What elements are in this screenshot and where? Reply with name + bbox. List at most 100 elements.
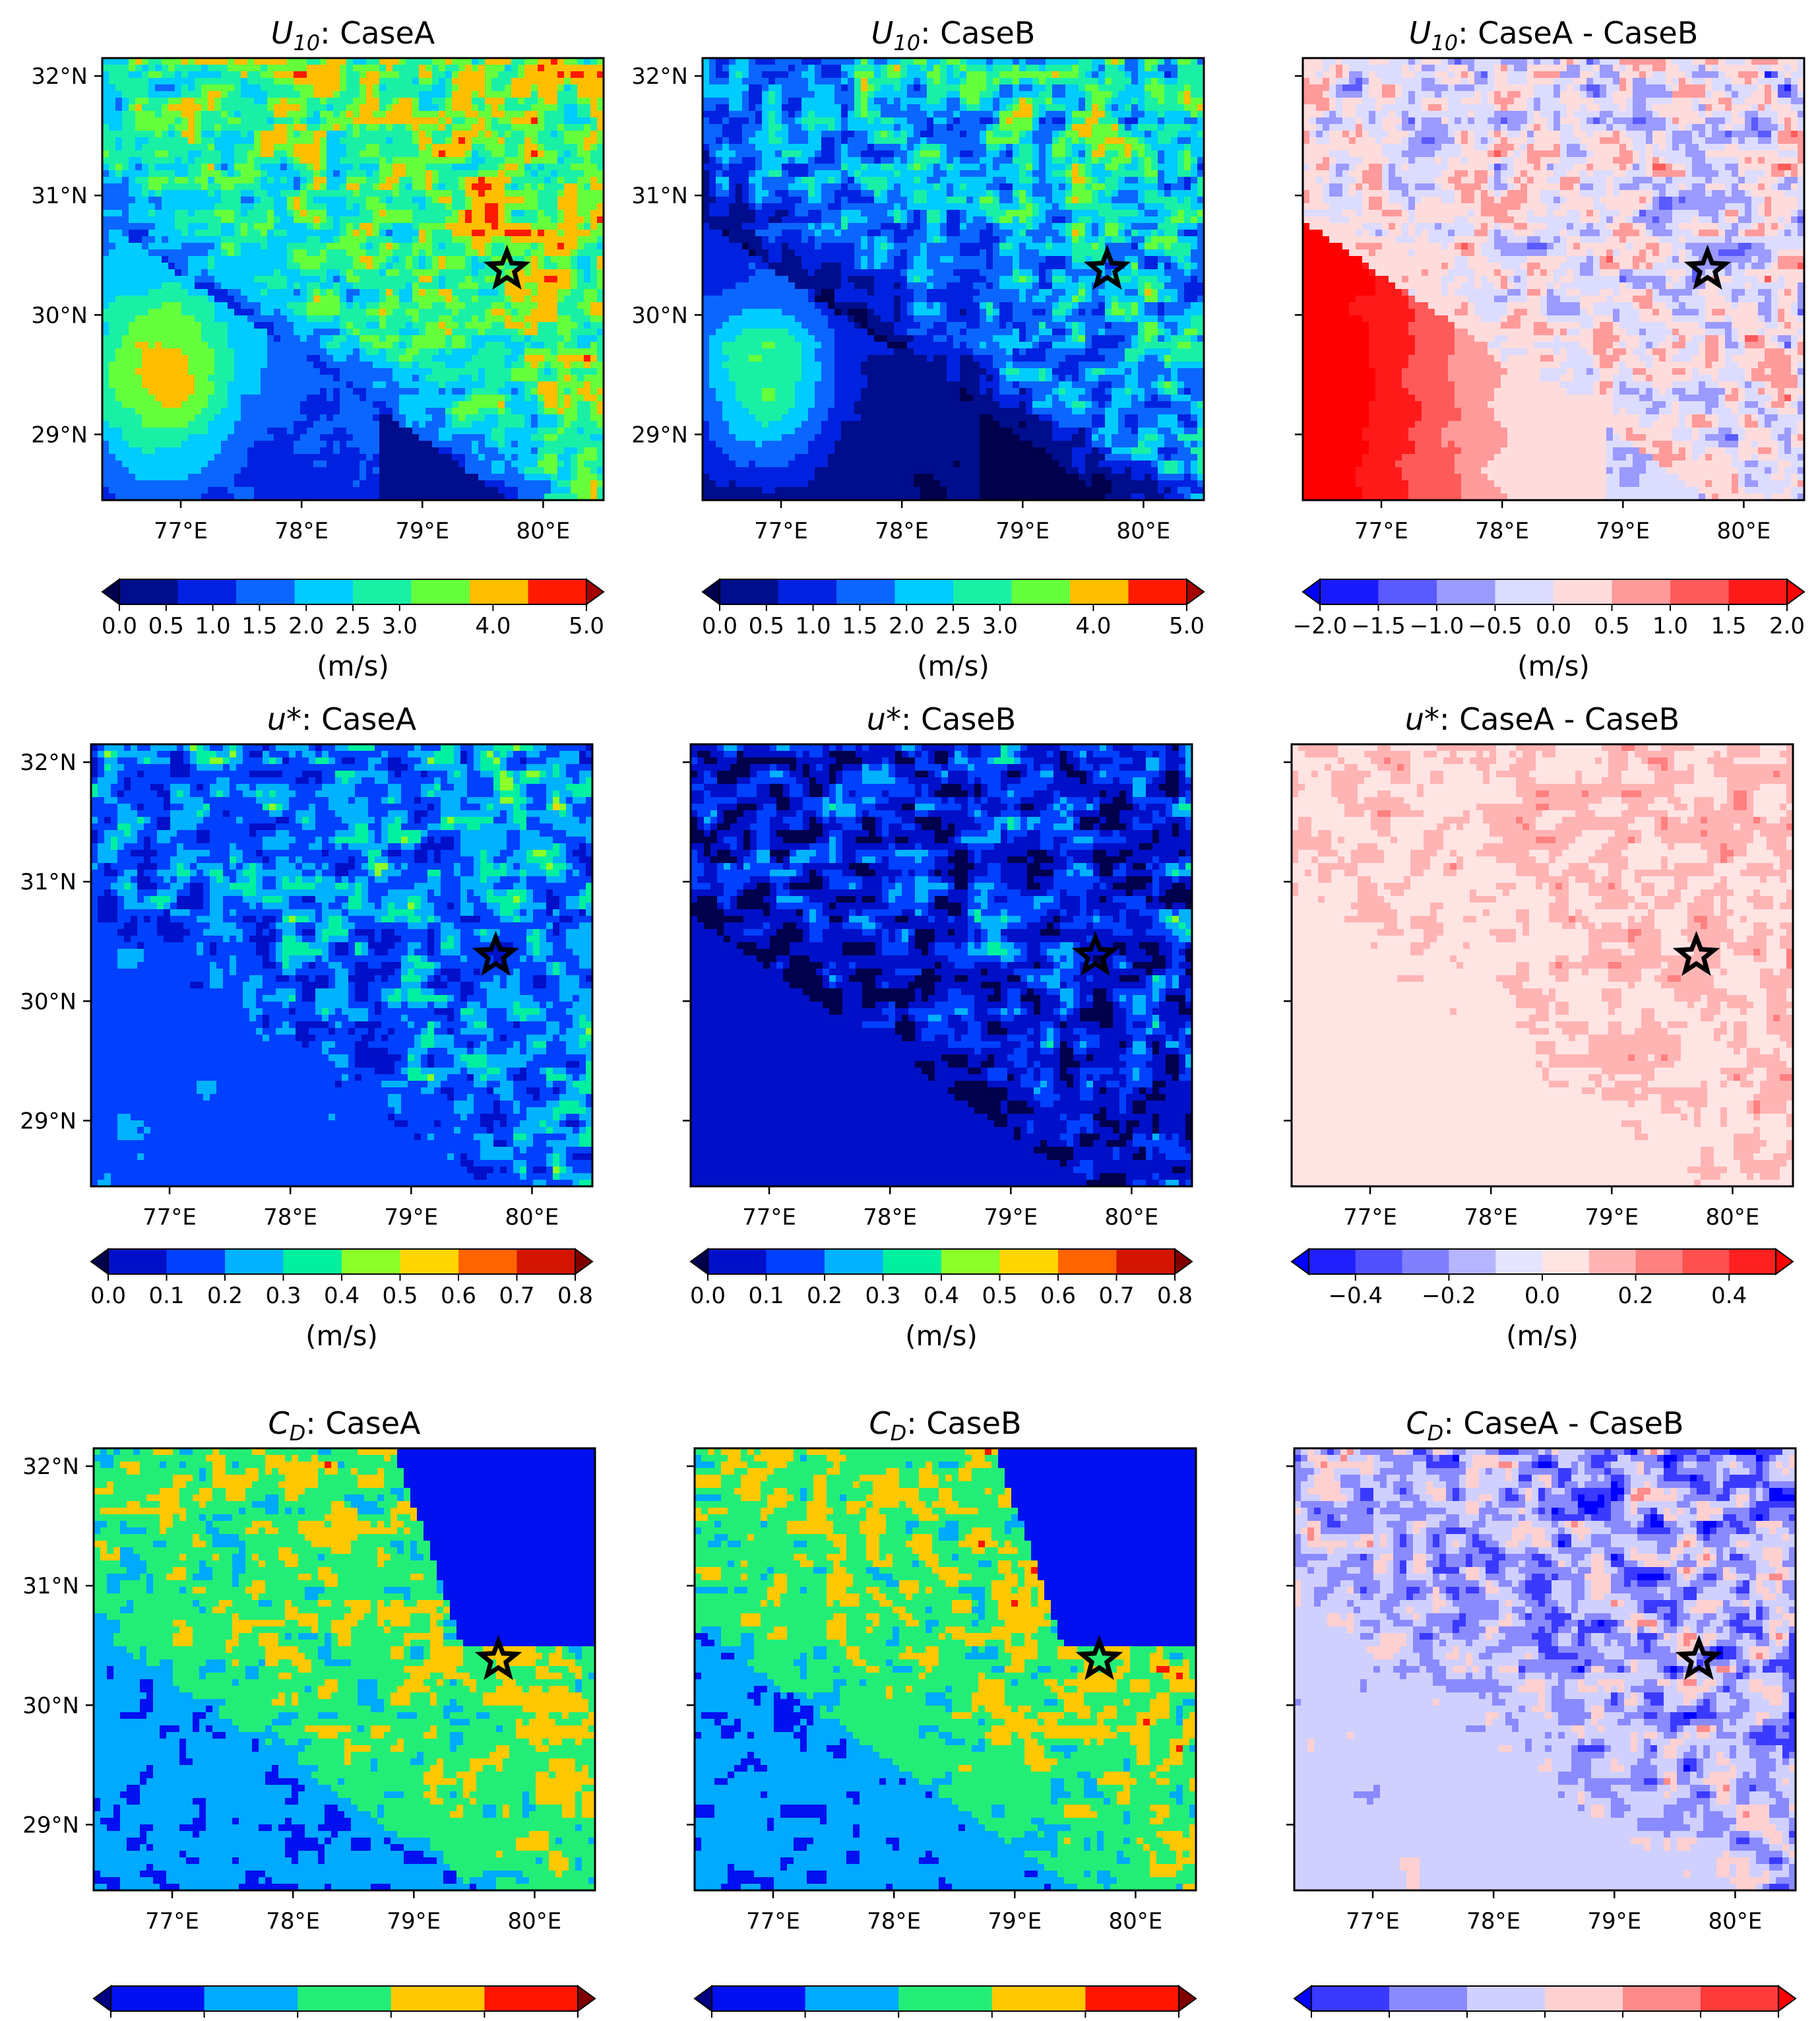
grid-cell [155,131,162,138]
grid-cell [188,428,195,435]
grid-cell [122,276,129,283]
grid-cell [452,84,459,92]
grid-cell [247,454,255,461]
grid-cell [115,355,123,362]
grid-cell [129,78,136,85]
grid-cell [538,91,545,98]
grid-cell [195,401,202,408]
grid-cell [498,282,505,290]
grid-cell [432,150,439,158]
grid-cell [122,177,129,184]
grid-cell [597,302,604,309]
grid-cell [366,309,373,316]
grid-cell [294,98,301,105]
grid-cell [366,269,373,276]
grid-cell [155,256,162,263]
grid-cell [129,98,136,105]
grid-cell [208,230,215,237]
grid-cell [577,388,584,395]
grid-cell [148,302,156,309]
grid-cell [195,177,202,184]
grid-cell [280,434,288,441]
grid-cell [280,249,288,257]
grid-cell [518,137,525,144]
grid-cell [524,124,532,131]
grid-cell [155,434,162,441]
grid-cell [590,104,598,112]
grid-cell [142,223,149,230]
grid-cell [544,263,551,270]
grid-cell [577,467,584,474]
grid-cell [175,434,182,441]
grid-cell [498,467,505,474]
grid-cell [109,203,116,210]
grid-cell [439,104,446,112]
grid-cell [241,203,248,210]
grid-cell [518,144,525,151]
grid-cell [214,487,222,494]
grid-cell [109,434,116,441]
grid-cell [320,249,327,257]
grid-cell [511,236,518,243]
grid-cell [538,203,545,210]
grid-cell [267,474,274,481]
grid-cell [181,348,189,356]
grid-cell [109,150,116,158]
grid-cell [109,408,116,415]
grid-cell [564,249,571,257]
grid-cell [419,282,426,290]
grid-cell [353,249,360,257]
grid-cell [412,71,420,79]
grid-cell [195,467,202,474]
grid-cell [115,137,123,144]
grid-cell [379,329,387,336]
grid-cell [195,236,202,243]
grid-cell [538,461,545,468]
grid-cell [188,348,195,356]
grid-cell [353,434,360,441]
grid-cell [571,454,578,461]
grid-cell [524,322,532,329]
grid-cell [300,91,307,98]
grid-cell [267,395,274,402]
grid-cell [564,137,571,144]
grid-cell [300,78,307,85]
grid-cell [465,177,472,184]
grid-cell [379,322,387,329]
grid-cell [307,487,314,494]
grid-cell [406,249,413,257]
grid-cell [478,150,486,158]
grid-cell [419,137,426,144]
grid-cell [247,296,255,303]
grid-cell [445,98,453,105]
grid-cell [373,144,380,151]
grid-cell [577,183,584,191]
grid-cell [109,98,116,105]
grid-cell [485,368,492,375]
grid-cell [419,243,426,250]
grid-cell [214,104,222,112]
grid-cell [340,91,347,98]
grid-cell [412,111,420,118]
grid-cell [300,104,307,112]
grid-cell [353,104,360,112]
grid-cell [129,302,136,309]
grid-cell [452,381,459,389]
grid-cell [142,335,149,342]
grid-cell [267,236,274,243]
grid-cell [247,461,255,468]
grid-cell [472,335,479,342]
grid-cell [181,111,189,118]
grid-cell [307,124,314,131]
grid-cell [564,401,571,408]
grid-cell [122,249,129,257]
grid-cell [333,434,340,441]
grid-cell [155,84,162,92]
grid-cell [505,104,512,112]
grid-cell [221,368,228,375]
grid-cell [340,230,347,237]
grid-cell [129,124,136,131]
grid-cell [564,104,571,112]
grid-cell [557,408,565,415]
grid-cell [208,164,215,171]
